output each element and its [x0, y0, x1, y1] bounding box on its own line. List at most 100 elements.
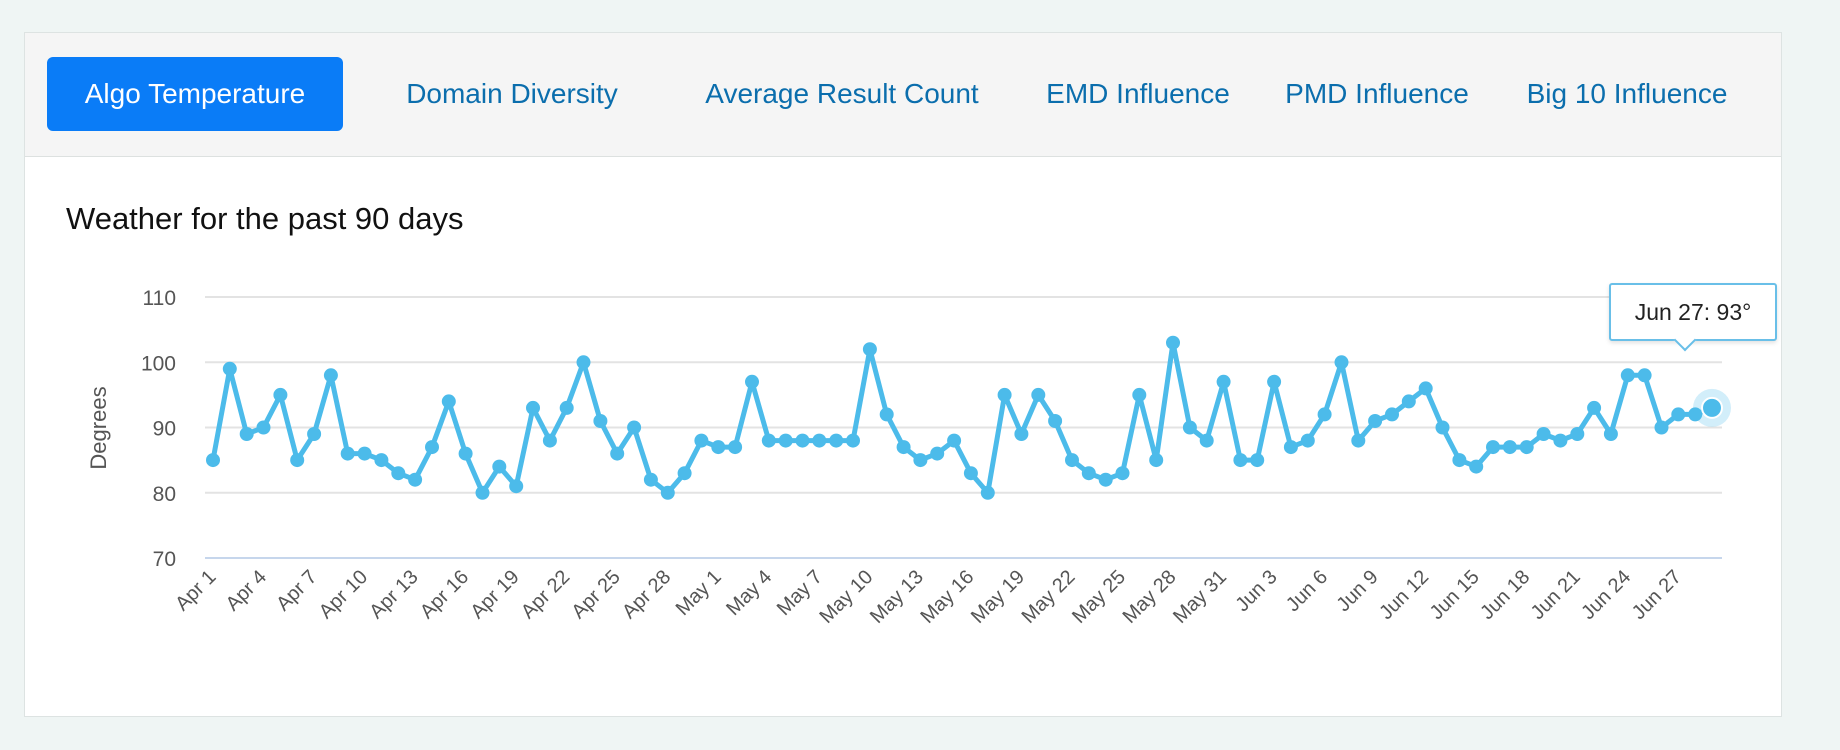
x-tick-label: Jun 3	[1231, 566, 1281, 616]
hovered-point	[1693, 388, 1731, 427]
x-tick-label: May 13	[866, 566, 928, 628]
data-point	[1233, 453, 1248, 468]
x-tick-label: May 31	[1169, 566, 1231, 628]
data-point	[357, 446, 372, 461]
data-point	[677, 466, 692, 481]
data-point	[1536, 427, 1551, 441]
x-tick-label: Apr 1	[171, 566, 220, 615]
data-point	[1654, 420, 1669, 435]
data-point	[593, 414, 608, 428]
data-point	[711, 440, 726, 455]
data-point	[475, 485, 490, 500]
data-point	[947, 433, 962, 448]
y-tick-label-110: 110	[143, 287, 176, 310]
data-point	[559, 400, 574, 415]
data-point	[256, 420, 271, 435]
data-point	[239, 427, 254, 441]
x-tick-label: Apr 22	[517, 566, 574, 623]
tab-big-10-influence[interactable]: Big 10 Influence	[1526, 78, 1728, 109]
data-point	[1385, 407, 1399, 422]
x-tick-label: Jun 6	[1282, 566, 1332, 616]
tab-bar: Algo Temperature Domain Diversity Averag…	[25, 33, 1781, 157]
tab-algo-temperature[interactable]: Algo Temperature	[47, 57, 343, 131]
tab-domain-diversity[interactable]: Domain Diversity	[406, 78, 618, 109]
data-point	[778, 433, 793, 448]
data-point	[913, 453, 928, 468]
x-tick-label: Jun 27	[1628, 566, 1686, 624]
tab-emd-influence[interactable]: EMD Influence	[1046, 78, 1230, 109]
x-tick-label: Apr 10	[315, 566, 372, 623]
data-point	[643, 472, 658, 487]
data-point	[1452, 453, 1467, 468]
data-point	[846, 433, 860, 448]
data-point	[627, 420, 642, 435]
x-tick-label: Apr 4	[222, 566, 271, 615]
data-point	[795, 433, 810, 448]
data-point	[273, 387, 288, 402]
data-point	[1587, 400, 1602, 415]
data-point	[879, 407, 894, 422]
y-axis-label: Degrees	[86, 386, 111, 469]
data-point	[1418, 381, 1433, 396]
data-point	[1149, 453, 1164, 468]
data-point	[441, 394, 456, 409]
data-point	[1351, 433, 1366, 448]
data-point	[1300, 433, 1315, 448]
data-point	[408, 472, 423, 487]
data-point	[374, 453, 389, 468]
data-point	[761, 433, 776, 448]
series-line-algo-temperature	[210, 340, 1715, 496]
data-point	[1671, 407, 1686, 422]
data-point	[492, 459, 507, 474]
data-point	[391, 466, 406, 481]
data-point	[1317, 407, 1332, 422]
x-tick-label: Jun 15	[1426, 566, 1484, 624]
data-point	[290, 453, 305, 468]
data-point	[1334, 355, 1349, 370]
data-point	[509, 479, 524, 494]
data-point	[1267, 374, 1282, 389]
hover-point	[1701, 396, 1723, 419]
data-point	[1132, 387, 1147, 402]
x-tick-label: May 19	[967, 566, 1029, 628]
x-tick-label: Jun 12	[1375, 566, 1433, 624]
x-tick-label: Jun 21	[1527, 566, 1585, 624]
data-point	[1486, 440, 1500, 455]
data-point-tooltip: Jun 27: 93°	[1609, 283, 1777, 341]
data-point	[1081, 466, 1096, 481]
data-point	[1435, 420, 1450, 435]
grid-lines	[205, 296, 1722, 559]
data-point	[1182, 420, 1197, 435]
x-tick-label: May 4	[722, 566, 776, 620]
data-point	[829, 433, 844, 448]
y-tick-label-100: 100	[141, 352, 176, 375]
data-points	[206, 335, 1719, 500]
chart-card: Algo Temperature Domain Diversity Averag…	[24, 32, 1782, 717]
data-point	[728, 440, 743, 455]
y-tick-label-70: 70	[153, 548, 176, 571]
x-tick-label: May 22	[1018, 566, 1080, 628]
data-point	[980, 485, 995, 500]
data-point	[1216, 374, 1231, 389]
data-point	[694, 433, 709, 448]
x-tick-label: May 16	[917, 566, 979, 628]
tab-pmd-influence[interactable]: PMD Influence	[1285, 78, 1469, 109]
data-point	[1620, 368, 1635, 383]
y-tick-label-80: 80	[153, 483, 176, 506]
data-point	[323, 368, 338, 383]
data-point	[997, 387, 1012, 402]
data-point	[1098, 472, 1113, 487]
data-point	[1688, 407, 1703, 422]
data-point	[1166, 335, 1180, 350]
data-point	[963, 466, 978, 481]
x-tick-label: Apr 25	[568, 566, 625, 623]
tab-average-result-count[interactable]: Average Result Count	[705, 78, 979, 109]
data-point	[1603, 427, 1618, 441]
data-point	[1283, 440, 1298, 455]
x-tick-label: May 1	[672, 566, 726, 620]
data-point	[1250, 453, 1265, 468]
data-point	[1065, 453, 1079, 468]
data-point	[526, 400, 540, 415]
data-point	[1401, 394, 1416, 409]
